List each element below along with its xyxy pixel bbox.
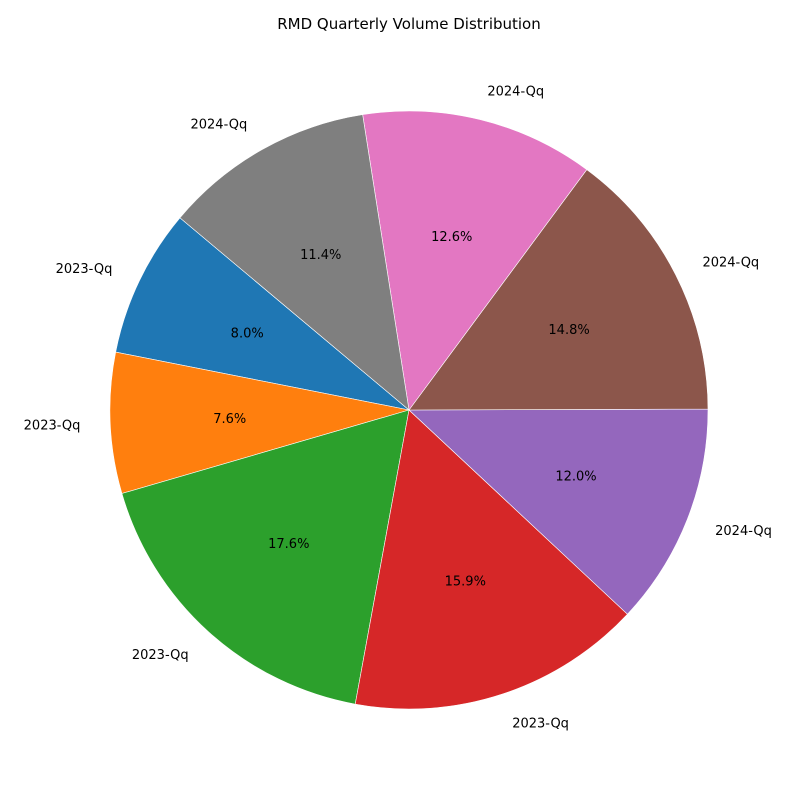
slice-percent-label: 12.6% xyxy=(431,230,472,245)
slice-percent-label: 7.6% xyxy=(213,412,246,427)
pie-slice xyxy=(408,408,709,615)
slice-percent-label: 14.8% xyxy=(548,323,589,338)
slice-percent-label: 15.9% xyxy=(445,574,486,589)
pie-slice xyxy=(354,409,628,710)
pie-slices xyxy=(109,110,709,710)
slice-percent-label: 11.4% xyxy=(300,248,341,263)
pie-slice xyxy=(362,110,588,411)
pie-slice xyxy=(179,114,410,411)
slice-percent-label: 8.0% xyxy=(231,327,264,342)
slice-category-label: 2023-Qq xyxy=(132,648,189,663)
pie-slice xyxy=(408,169,709,411)
pie-labels: 8.0% 2023-Qq 7.6% 2023-Qq 17.6% 2023-Qq 15.9% 2… xyxy=(24,85,772,732)
chart-title: RMD Quarterly Volume Distribution xyxy=(277,15,541,33)
slice-category-label: 2023-Qq xyxy=(24,418,81,433)
slice-category-label: 2024-Qq xyxy=(487,85,544,100)
slice-percent-label: 17.6% xyxy=(268,537,309,552)
slice-category-label: 2023-Qq xyxy=(512,716,569,731)
slice-category-label: 2024-Qq xyxy=(702,255,759,270)
pie-slice xyxy=(121,409,410,705)
pie-slice xyxy=(115,217,410,411)
slice-category-label: 2024-Qq xyxy=(190,118,247,133)
slice-category-label: 2023-Qq xyxy=(56,262,113,277)
slice-percent-label: 12.0% xyxy=(555,470,596,485)
pie-slice xyxy=(109,351,410,494)
slice-category-label: 2024-Qq xyxy=(715,524,772,539)
